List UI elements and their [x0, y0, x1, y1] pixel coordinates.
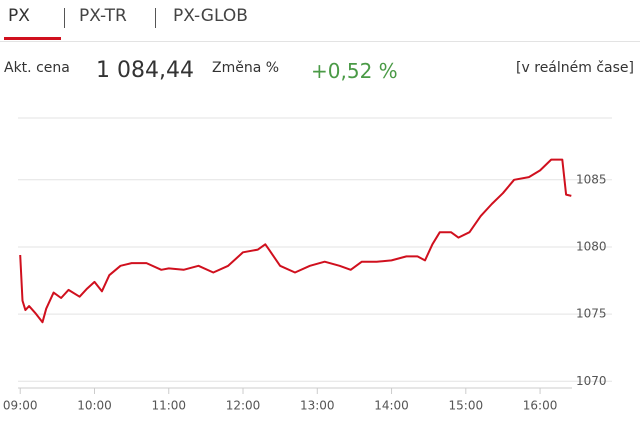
y-tick-label: 1085: [576, 172, 607, 186]
x-tick-label: 13:00: [300, 399, 335, 413]
change-label: Změna %: [212, 60, 280, 76]
price-line: [19, 158, 572, 324]
price: 1 084,44: [96, 58, 194, 83]
active-tab-underline: [4, 37, 61, 40]
y-tick-label: 1070: [576, 374, 607, 388]
y-tick-label: 1080: [576, 239, 607, 253]
x-tick-label: 16:00: [523, 399, 558, 413]
separator: [155, 8, 156, 28]
x-tick-label: 10:00: [77, 399, 112, 413]
separator: [64, 8, 65, 28]
x-tick-label: 15:00: [449, 399, 484, 413]
x-tick-label: 12:00: [226, 399, 261, 413]
price-label: Akt. cena: [4, 60, 70, 76]
tab[interactable]: PX: [8, 6, 30, 26]
x-tick-label: 09:00: [3, 399, 38, 413]
x-tick-label: 11:00: [151, 399, 186, 413]
x-tick-label: 14:00: [374, 399, 409, 413]
mode: [v reálném čase]: [516, 60, 634, 76]
y-tick-label: 1075: [576, 307, 607, 321]
tab-bar: PX PX-TR PX-GLOB: [0, 0, 640, 42]
change: +0,52 %: [311, 59, 398, 83]
tab[interactable]: PX-GLOB: [173, 6, 248, 26]
tab[interactable]: PX-TR: [79, 6, 127, 26]
